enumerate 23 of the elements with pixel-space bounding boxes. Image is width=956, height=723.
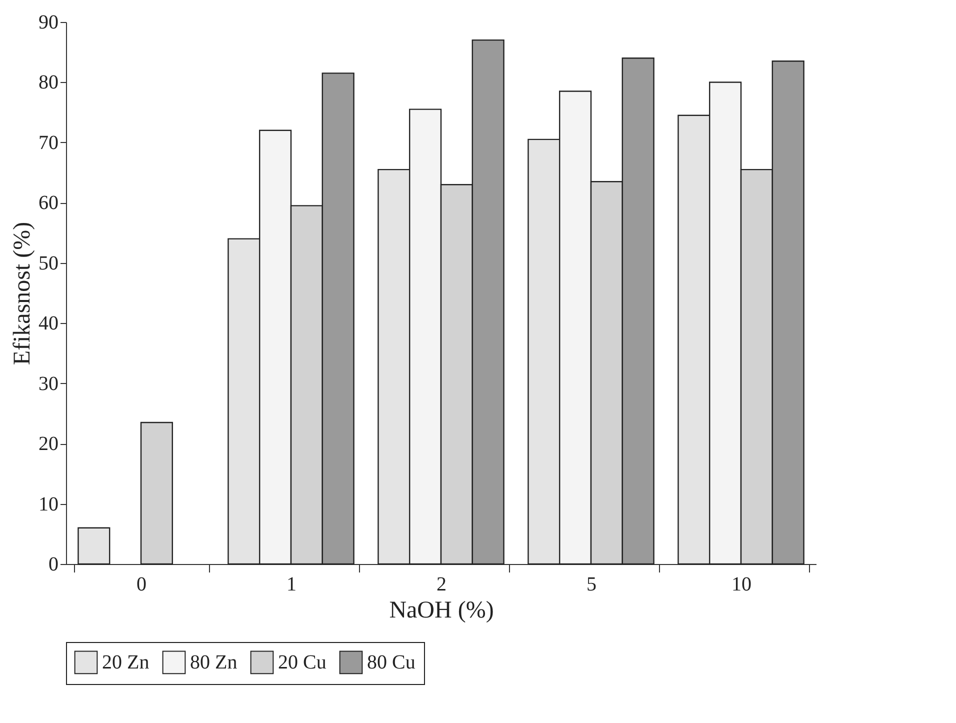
legend-label: 20 Cu xyxy=(278,651,326,674)
y-tick-label: 80 xyxy=(38,72,58,94)
x-tick-label: 1 xyxy=(286,574,296,596)
y-tick-label: 10 xyxy=(38,493,58,516)
x-tick-label: 5 xyxy=(586,574,596,596)
x-tick-label: 10 xyxy=(732,574,752,596)
bar xyxy=(140,422,173,565)
y-tick-label: 30 xyxy=(38,372,58,395)
legend-label: 80 Cu xyxy=(367,651,416,674)
y-tick-label: 40 xyxy=(38,312,58,335)
y-axis-title: Efikasnost (%) xyxy=(10,222,36,366)
y-tick-label: 70 xyxy=(38,132,58,154)
y-tick-label: 60 xyxy=(38,192,58,214)
y-tick-label: 0 xyxy=(48,554,58,576)
x-axis-title: NaOH (%) xyxy=(389,598,494,624)
x-tick-label: 0 xyxy=(136,574,146,596)
legend-label: 20 Zn xyxy=(102,651,150,674)
legend-label: 80 Zn xyxy=(190,651,238,674)
bar xyxy=(78,527,110,565)
y-tick-label: 20 xyxy=(38,433,58,456)
y-tick-label: 90 xyxy=(38,12,58,34)
x-tick-label: 2 xyxy=(436,574,446,596)
y-tick-label: 50 xyxy=(38,252,58,274)
